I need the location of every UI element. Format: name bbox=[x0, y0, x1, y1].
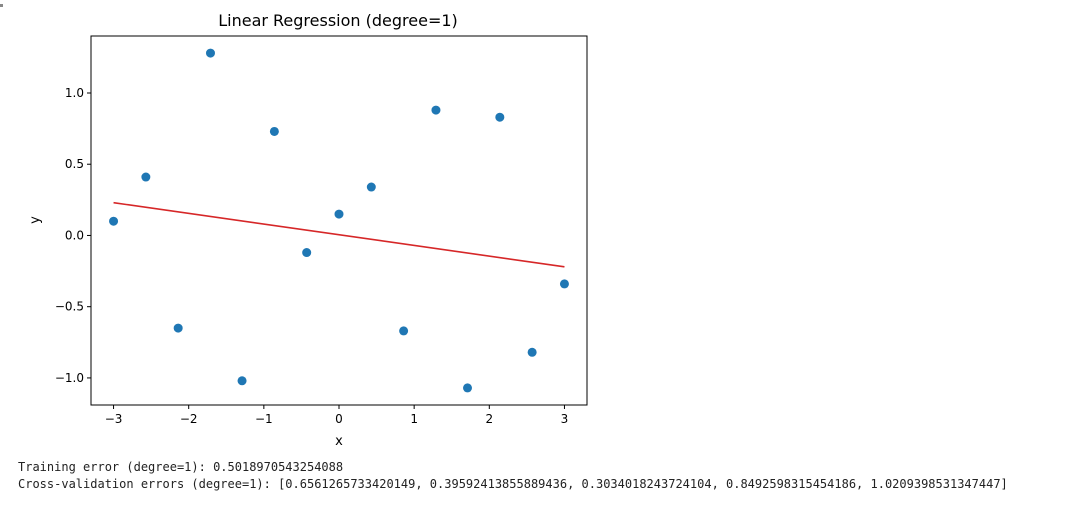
data-point bbox=[463, 383, 473, 393]
plot-frame bbox=[90, 35, 588, 406]
data-point bbox=[205, 48, 215, 58]
data-point bbox=[269, 126, 279, 136]
training-error-text: Training error (degree=1): 0.50189705432… bbox=[18, 460, 344, 474]
cell-marker bbox=[0, 4, 3, 7]
data-point bbox=[302, 248, 312, 258]
data-point bbox=[399, 326, 409, 336]
x-tick-label: 0 bbox=[335, 412, 343, 426]
data-point bbox=[173, 323, 183, 333]
y-tick-label: 1.0 bbox=[65, 86, 84, 100]
cv-errors-text: Cross-validation errors (degree=1): [0.6… bbox=[18, 477, 1008, 491]
y-axis-label: y bbox=[28, 216, 43, 224]
x-axis-label: x bbox=[335, 434, 343, 449]
data-point bbox=[366, 182, 376, 192]
data-point bbox=[431, 105, 441, 115]
x-tick-label: −3 bbox=[105, 412, 123, 426]
x-tick-label: −2 bbox=[180, 412, 198, 426]
y-tick-label: 0.0 bbox=[65, 228, 84, 242]
data-point bbox=[527, 347, 537, 357]
regression-chart: Linear Regression (degree=1) −3 −2 −1 0 1 2 3 −… bbox=[28, 11, 588, 449]
y-tick-label: −0.5 bbox=[55, 300, 84, 314]
x-tick-label: 1 bbox=[410, 412, 418, 426]
data-point bbox=[109, 216, 119, 226]
cell-output: Training error (degree=1): 0.50189705432… bbox=[18, 459, 1008, 493]
y-tick-label: −1.0 bbox=[55, 371, 84, 385]
x-tick-label: −1 bbox=[255, 412, 273, 426]
data-point bbox=[495, 112, 505, 122]
data-point bbox=[334, 209, 344, 219]
data-point bbox=[559, 279, 569, 289]
data-point bbox=[141, 172, 151, 182]
y-tick-label: 0.5 bbox=[65, 157, 84, 171]
x-tick-label: 2 bbox=[485, 412, 493, 426]
chart-title: Linear Regression (degree=1) bbox=[218, 11, 458, 30]
x-tick-label: 3 bbox=[561, 412, 569, 426]
regression-line bbox=[113, 201, 565, 268]
data-point bbox=[237, 376, 247, 386]
